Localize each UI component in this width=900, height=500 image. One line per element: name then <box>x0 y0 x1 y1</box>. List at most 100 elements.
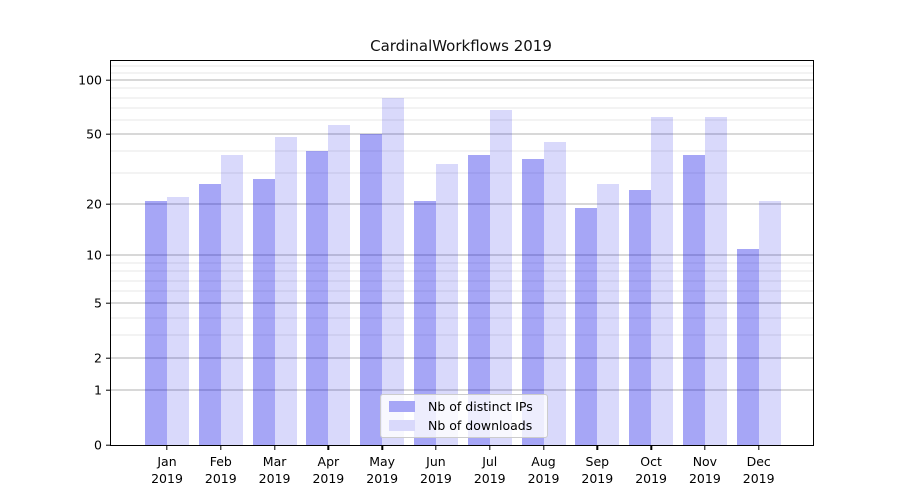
x-tick-year-oct: 2019 <box>635 471 668 486</box>
x-tick-jun <box>435 446 437 450</box>
x-tick-sep <box>596 446 599 450</box>
minor-gridline-3 <box>111 334 813 336</box>
y-tick-label-100: 100 <box>78 71 102 87</box>
legend: Nb of distinct IPs Nb of downloads <box>380 394 548 438</box>
x-tick-month-feb: Feb <box>209 454 232 469</box>
x-tick-month-mar: Mar <box>262 454 287 469</box>
x-tick-jul <box>489 446 491 450</box>
x-tick-month-jan: Jan <box>157 454 177 469</box>
legend-label-downloads: Nb of downloads <box>428 417 533 433</box>
x-tick-nov <box>704 446 706 450</box>
bar-nb-of-distinct-ips-nov <box>682 155 705 445</box>
minor-gridline-90 <box>111 87 813 89</box>
bar-layer <box>111 61 813 445</box>
x-tick-label-jun: Jun 2019 <box>420 453 452 487</box>
bar-nb-of-distinct-ips-jul <box>467 155 490 445</box>
major-gridline-2 <box>111 357 813 359</box>
grid-layer <box>111 61 813 445</box>
x-tick-oct <box>650 446 652 450</box>
x-tick-year-jan: 2019 <box>151 471 183 486</box>
x-tick-label-may: May 2019 <box>366 453 398 487</box>
minor-gridline-40 <box>111 150 813 152</box>
x-tick-year-apr: 2019 <box>312 471 345 486</box>
x-tick-month-oct: Oct <box>640 454 662 469</box>
y-tick-label-2: 2 <box>94 349 102 365</box>
major-gridline-20 <box>111 203 813 205</box>
bar-nb-of-distinct-ips-sep <box>575 208 598 445</box>
x-tick-month-nov: Nov <box>692 454 718 469</box>
bar-nb-of-downloads-dec <box>758 200 781 445</box>
minor-gridline-4 <box>111 317 813 319</box>
x-tick-month-aug: Aug <box>531 454 556 469</box>
x-tick-month-apr: Apr <box>317 454 340 469</box>
x-tick-month-sep: Sep <box>585 454 610 469</box>
x-tick-mar <box>273 446 276 450</box>
minor-gridline-70 <box>111 107 813 109</box>
bar-nb-of-downloads-mar <box>274 137 297 445</box>
minor-gridline-60 <box>111 119 813 121</box>
y-tick-100 <box>106 79 110 81</box>
minor-gridline-120 <box>111 65 813 67</box>
x-tick-year-mar: 2019 <box>258 471 291 486</box>
x-tick-jan <box>166 446 168 450</box>
major-gridline-100 <box>111 79 813 81</box>
x-tick-label-sep: Sep 2019 <box>581 453 613 487</box>
x-tick-aug <box>542 446 545 450</box>
y-tick-label-20: 20 <box>86 196 102 211</box>
x-tick-label-nov: Nov 2019 <box>689 453 721 487</box>
bar-nb-of-downloads-oct <box>651 117 674 445</box>
x-tick-month-jun: Jun <box>426 454 446 469</box>
bar-nb-of-downloads-jan <box>167 197 189 445</box>
minor-gridline-8 <box>111 270 813 272</box>
bar-nb-of-distinct-ips-aug <box>521 159 544 445</box>
x-tick-month-jul: Jul <box>482 454 498 469</box>
bar-nb-of-distinct-ips-oct <box>629 190 652 445</box>
bar-nb-of-downloads-jun <box>435 163 458 445</box>
x-tick-year-jun: 2019 <box>420 471 452 486</box>
x-tick-year-feb: 2019 <box>204 471 237 486</box>
bar-nb-of-downloads-apr <box>328 125 351 445</box>
minor-gridline-9 <box>111 262 813 264</box>
bar-nb-of-distinct-ips-jan <box>145 200 167 445</box>
x-tick-dec <box>757 446 760 450</box>
x-tick-month-may: May <box>369 454 396 469</box>
y-tick-50 <box>106 133 110 135</box>
major-gridline-5 <box>111 302 813 304</box>
bar-nb-of-distinct-ips-dec <box>736 248 759 445</box>
x-tick-label-jul: Jul 2019 <box>474 453 506 487</box>
x-tick-year-nov: 2019 <box>688 471 721 486</box>
legend-label-distinct-ips: Nb of distinct IPs <box>428 398 533 414</box>
bar-nb-of-downloads-may <box>382 98 405 445</box>
x-tick-label-feb: Feb 2019 <box>205 453 237 487</box>
bar-nb-of-downloads-nov <box>704 117 727 445</box>
plot-area: 0 1 2 5 10 20 50 100 Jan 2019 Feb 2019 Mar 2019 Apr 20… <box>78 60 814 486</box>
y-tick-label-50: 50 <box>86 125 102 141</box>
bar-nb-of-distinct-ips-apr <box>306 151 329 445</box>
x-tick-year-sep: 2019 <box>581 471 614 486</box>
x-tick-year-may: 2019 <box>366 471 399 486</box>
bar-nb-of-distinct-ips-mar <box>252 178 275 445</box>
chart-title: CardinalWorkflows 2019 <box>370 37 552 55</box>
bar-nb-of-downloads-jul <box>489 110 512 445</box>
y-tick-2 <box>106 357 110 359</box>
minor-gridline-7 <box>111 280 813 282</box>
x-tick-label-jan: Jan 2019 <box>151 453 183 487</box>
x-tick-may <box>381 446 383 450</box>
y-tick-10 <box>106 254 110 257</box>
bar-nb-of-distinct-ips-feb <box>198 184 221 445</box>
y-tick-label-0: 0 <box>94 436 102 452</box>
major-gridline-10 <box>111 254 813 256</box>
x-tick-year-dec: 2019 <box>742 471 775 486</box>
legend-swatch-distinct-ips <box>389 401 415 412</box>
y-tick-1 <box>106 389 110 391</box>
y-tick-label-1: 1 <box>94 381 102 397</box>
x-tick-feb <box>220 446 222 450</box>
bar-nb-of-distinct-ips-jun <box>413 200 436 445</box>
legend-swatch-downloads <box>389 420 415 431</box>
legend-item-distinct-ips: Nb of distinct IPs <box>389 398 539 414</box>
y-tick-label-10: 10 <box>86 247 102 263</box>
x-tick-label-apr: Apr 2019 <box>312 453 344 487</box>
bar-nb-of-distinct-ips-may <box>360 134 383 445</box>
major-gridline-1 <box>111 389 813 391</box>
